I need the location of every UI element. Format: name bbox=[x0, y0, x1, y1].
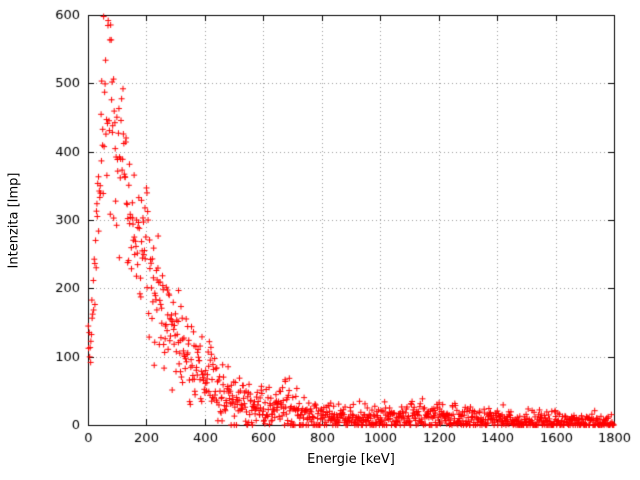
y-axis-label: Intenzita [Imp] bbox=[6, 172, 22, 269]
x-axis-label: Energie [keV] bbox=[307, 452, 395, 467]
